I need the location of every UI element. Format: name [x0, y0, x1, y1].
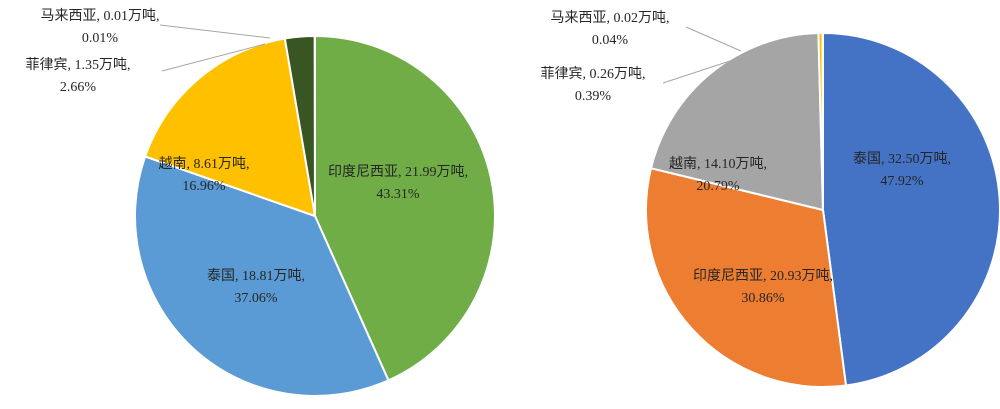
pie-slice [134, 155, 390, 397]
pie-slice [822, 31, 1000, 387]
data-label: 印度尼西亚, 20.93万吨, [693, 268, 833, 284]
data-label-percent: 43.31% [376, 187, 420, 202]
data-label-percent: 30.86% [741, 291, 785, 306]
data-label: 泰国, 18.81万吨, [207, 268, 305, 284]
data-label-percent: 0.39% [575, 89, 612, 104]
pie-slice [645, 167, 848, 388]
pie-chart-left: 印度尼西亚, 21.99万吨, 43.31% 泰国, 18.81万吨, 37.06% 越… [26, 8, 496, 397]
data-label: 马来西亚, 0.01万吨, [41, 8, 160, 24]
data-label: 菲律宾, 0.26万吨, [541, 66, 646, 82]
pie-chart-right: 泰国, 32.50万吨, 47.92% 印度尼西亚, 20.93万吨, 30.86% 越… [541, 10, 1000, 388]
leader-line [159, 24, 271, 39]
data-label-percent: 16.96% [182, 179, 226, 194]
data-label: 越南, 14.10万吨, [669, 156, 767, 172]
leader-line [662, 59, 734, 84]
data-label: 泰国, 32.50万吨, [853, 151, 951, 167]
pie-slice [649, 32, 825, 212]
data-label: 印度尼西亚, 21.99万吨, [328, 164, 468, 180]
data-label: 菲律宾, 1.35万吨, [26, 57, 131, 73]
data-label-percent: 20.79% [696, 179, 740, 194]
data-label-percent: 2.66% [60, 80, 97, 95]
pie-slice [143, 37, 317, 218]
data-label-percent: 0.04% [592, 33, 629, 48]
data-label-percent: 37.06% [234, 291, 278, 306]
leader-line [161, 43, 266, 72]
data-label-percent: 47.92% [880, 174, 924, 189]
leader-line [685, 26, 742, 52]
data-label: 越南, 8.61万吨, [159, 156, 250, 172]
data-label-percent: 0.01% [82, 31, 119, 46]
data-label: 马来西亚, 0.02万吨, [551, 10, 670, 26]
pie-slice [314, 34, 496, 382]
